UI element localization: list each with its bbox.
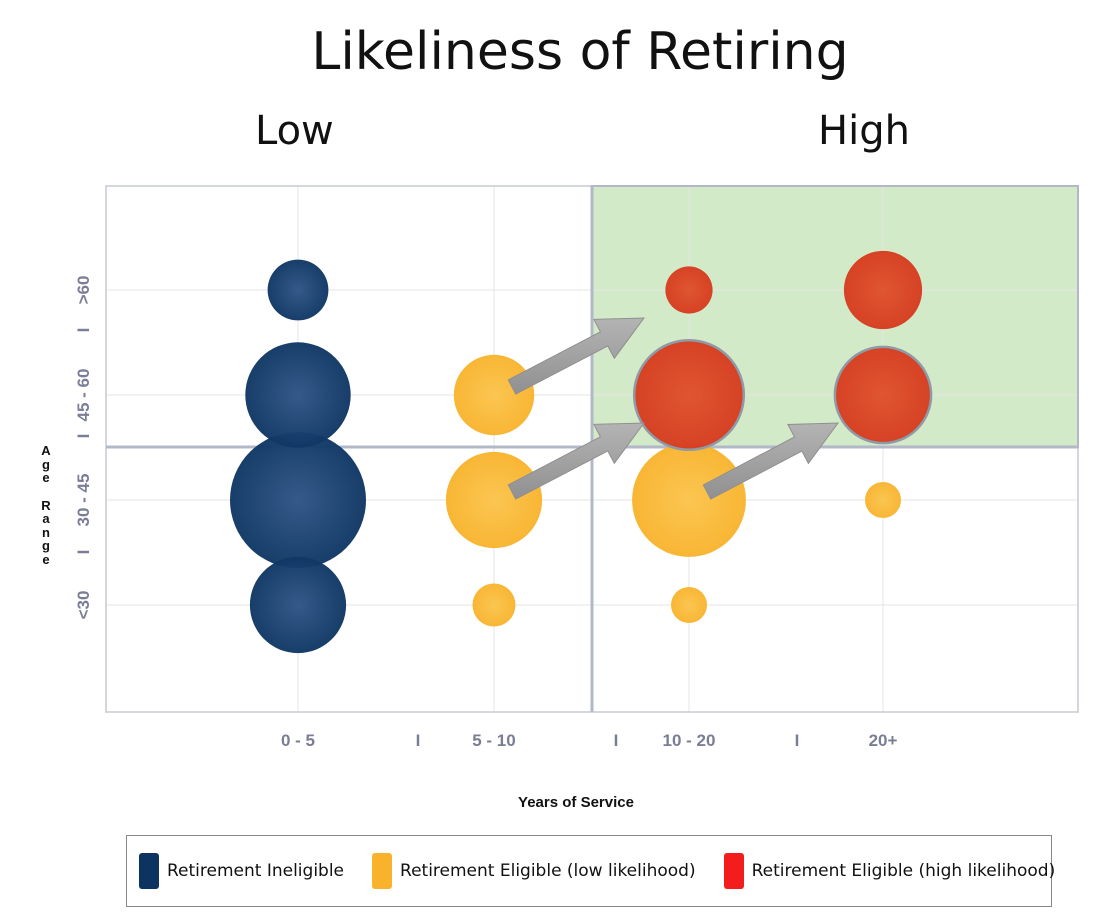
bubble-point (671, 587, 707, 623)
legend-swatch (372, 853, 393, 889)
y-tick-label: 30 - 45 (74, 474, 93, 527)
bubble-point (472, 583, 516, 627)
x-tick-label: 5 - 10 (472, 731, 515, 750)
high-label: High (818, 108, 910, 154)
legend-label: Retirement Eligible (high likelihood) (751, 861, 1056, 881)
y-label-char: g (42, 538, 50, 553)
y-separator: I (74, 550, 93, 555)
highlight-border (591, 185, 1079, 448)
x-tick-label: 20+ (869, 731, 898, 750)
y-separator: I (74, 434, 93, 439)
y-label-char: g (42, 456, 50, 472)
x-separator: I (416, 731, 421, 750)
transition-arrow (507, 422, 646, 500)
bubble-point (632, 338, 746, 452)
y-label-char: R (41, 497, 51, 513)
bubble-point (245, 342, 351, 448)
x-separator: I (795, 731, 800, 750)
legend-label: Retirement Ineligible (167, 861, 345, 881)
y-label-gap (38, 485, 54, 499)
y-label-char: a (42, 511, 50, 526)
y-label-char: e (42, 470, 50, 485)
y-label-char: n (42, 524, 50, 540)
transition-arrow (507, 317, 646, 395)
legend-label: Retirement Eligible (low likelihood) (400, 861, 696, 881)
bubble-point (833, 345, 933, 445)
transition-arrow (702, 422, 840, 500)
bubble-point (249, 556, 347, 654)
x-axis-label: Years of Service (518, 794, 634, 811)
x-tick-label: 10 - 20 (663, 731, 716, 750)
y-label-char: A (41, 443, 51, 458)
x-separator: I (614, 731, 619, 750)
legend-swatch (139, 853, 159, 889)
bubble-point (445, 451, 543, 549)
bubble-point (267, 259, 329, 321)
bubble-point (665, 266, 713, 314)
y-tick-label: >60 (74, 276, 93, 305)
bubble-point (453, 354, 535, 436)
low-label: Low (255, 108, 334, 154)
y-separator: I (74, 328, 93, 333)
y-tick-label: <30 (74, 591, 93, 620)
bubble-point (230, 432, 366, 568)
legend-swatch (723, 853, 744, 889)
bubble-point (632, 443, 746, 557)
y-label-char: e (42, 551, 50, 567)
bubble-point (865, 482, 901, 518)
x-tick-label: 0 - 5 (281, 731, 315, 750)
legend-item-ineligible[interactable]: Retirement Ineligible (139, 853, 344, 889)
y-tick-label: 45 - 60 (74, 369, 93, 422)
bubble-point (843, 250, 923, 330)
chart-title: Likeliness of Retiring (311, 22, 849, 82)
legend: Retirement Ineligible Retirement Eligibl… (126, 835, 1055, 907)
legend-item-eligible-high[interactable]: Retirement Eligible (high likelihood) (723, 853, 1056, 889)
legend-item-eligible-low[interactable]: Retirement Eligible (low likelihood) (372, 853, 696, 889)
